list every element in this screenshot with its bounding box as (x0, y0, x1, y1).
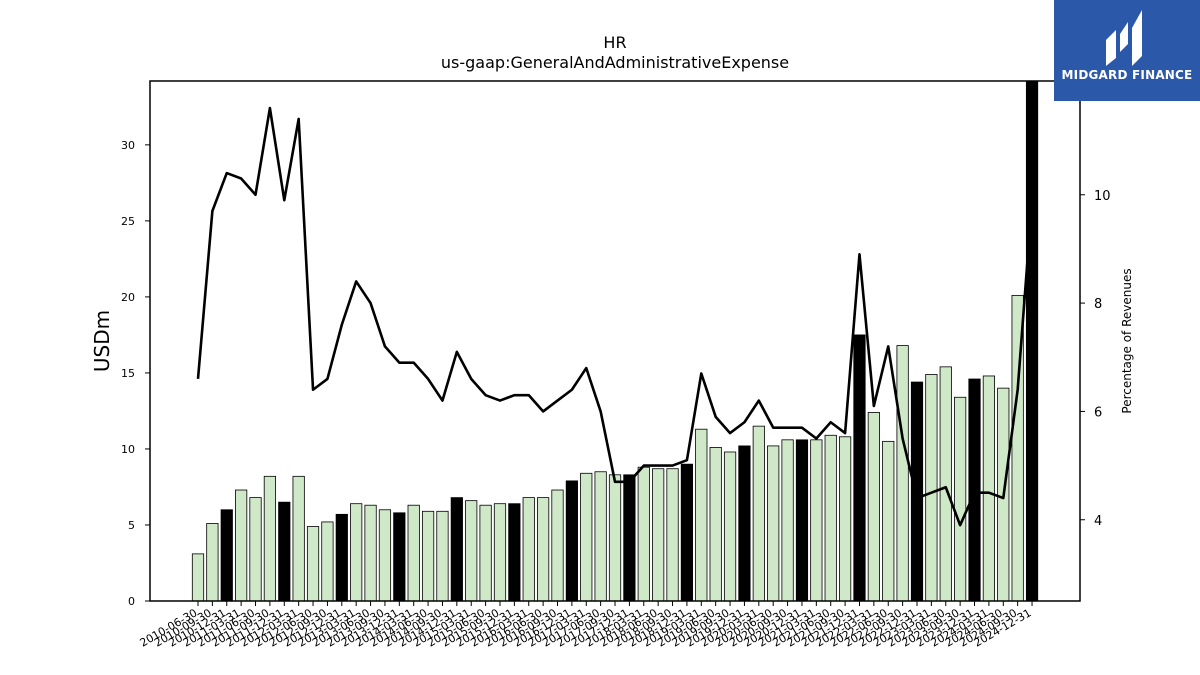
bar (206, 523, 219, 602)
bar (910, 381, 924, 602)
bar (378, 509, 392, 602)
bar (350, 503, 363, 602)
bar (810, 439, 823, 602)
y-tick-label: 5 (128, 519, 135, 532)
bar (479, 504, 492, 602)
chart-subtitle: us-gaap:GeneralAndAdministrativeExpense (441, 53, 789, 72)
y-axis-label: USDm (90, 310, 114, 372)
bar (522, 497, 535, 602)
x-axis-ticks: 2010-06-302010-09-302010-12-312011-03-31… (138, 601, 1034, 650)
bar (709, 447, 722, 602)
bar (292, 475, 305, 602)
bar (795, 439, 809, 602)
bar (982, 375, 996, 602)
bar (278, 501, 291, 602)
bar (393, 512, 406, 602)
bar (853, 334, 866, 602)
y2-tick-label: 8 (1094, 297, 1102, 312)
bar (623, 474, 636, 602)
y-tick-label: 25 (121, 215, 135, 228)
bar (421, 510, 435, 602)
bar (508, 503, 521, 602)
bar (580, 472, 593, 602)
bar (723, 451, 737, 602)
bar (925, 374, 938, 602)
bar-series (191, 80, 1039, 602)
left-axis-ticks: 0 5 10 15 20 25 30 (121, 139, 150, 608)
bar (551, 489, 564, 602)
bar (781, 439, 794, 602)
bar (537, 497, 550, 602)
bar (680, 463, 694, 602)
y-tick-label: 0 (128, 595, 135, 608)
pct-revenue-line (196, 106, 1034, 527)
logo-text: MIDGARD FINANCE (1061, 68, 1193, 82)
bar (321, 521, 334, 602)
bar (306, 526, 320, 602)
bar (407, 504, 420, 602)
bar (839, 436, 852, 602)
bar (364, 504, 377, 602)
bar (896, 345, 909, 602)
bar (450, 497, 463, 602)
bar (666, 468, 679, 602)
bar (939, 366, 952, 602)
bar (968, 378, 981, 602)
bar (695, 428, 708, 602)
y2-tick-label: 4 (1094, 514, 1102, 529)
bar (493, 503, 507, 602)
bar (824, 434, 837, 602)
y2-axis-label: Percentage of Revenues (1120, 268, 1134, 413)
bar (436, 510, 449, 602)
bar (1025, 80, 1039, 602)
bar (220, 509, 233, 602)
right-axis-ticks: 4 6 8 10 (1080, 189, 1111, 529)
bar (249, 497, 262, 602)
bar (954, 396, 967, 602)
bar (191, 553, 205, 602)
y-tick-label: 10 (121, 443, 135, 456)
bar (738, 445, 751, 602)
bar (235, 489, 248, 602)
bar (335, 513, 348, 602)
bar (882, 440, 895, 602)
y-tick-label: 15 (121, 367, 135, 380)
midgard-logo-icon (1106, 10, 1142, 66)
y2-tick-label: 6 (1094, 405, 1102, 420)
brand-logo: MIDGARD FINANCE (1054, 0, 1200, 101)
y-tick-label: 20 (121, 291, 135, 304)
bar (263, 475, 277, 602)
bar (565, 480, 578, 602)
bar (752, 425, 765, 602)
bar (594, 471, 607, 602)
bar (652, 468, 665, 602)
bar (608, 474, 622, 602)
bar (637, 466, 650, 602)
bar (465, 500, 478, 602)
chart-title: HR (603, 33, 626, 52)
y2-tick-label: 10 (1094, 189, 1111, 204)
line-series (196, 106, 1034, 527)
y-tick-label: 30 (121, 139, 135, 152)
bar (867, 412, 880, 602)
bar (767, 445, 780, 602)
